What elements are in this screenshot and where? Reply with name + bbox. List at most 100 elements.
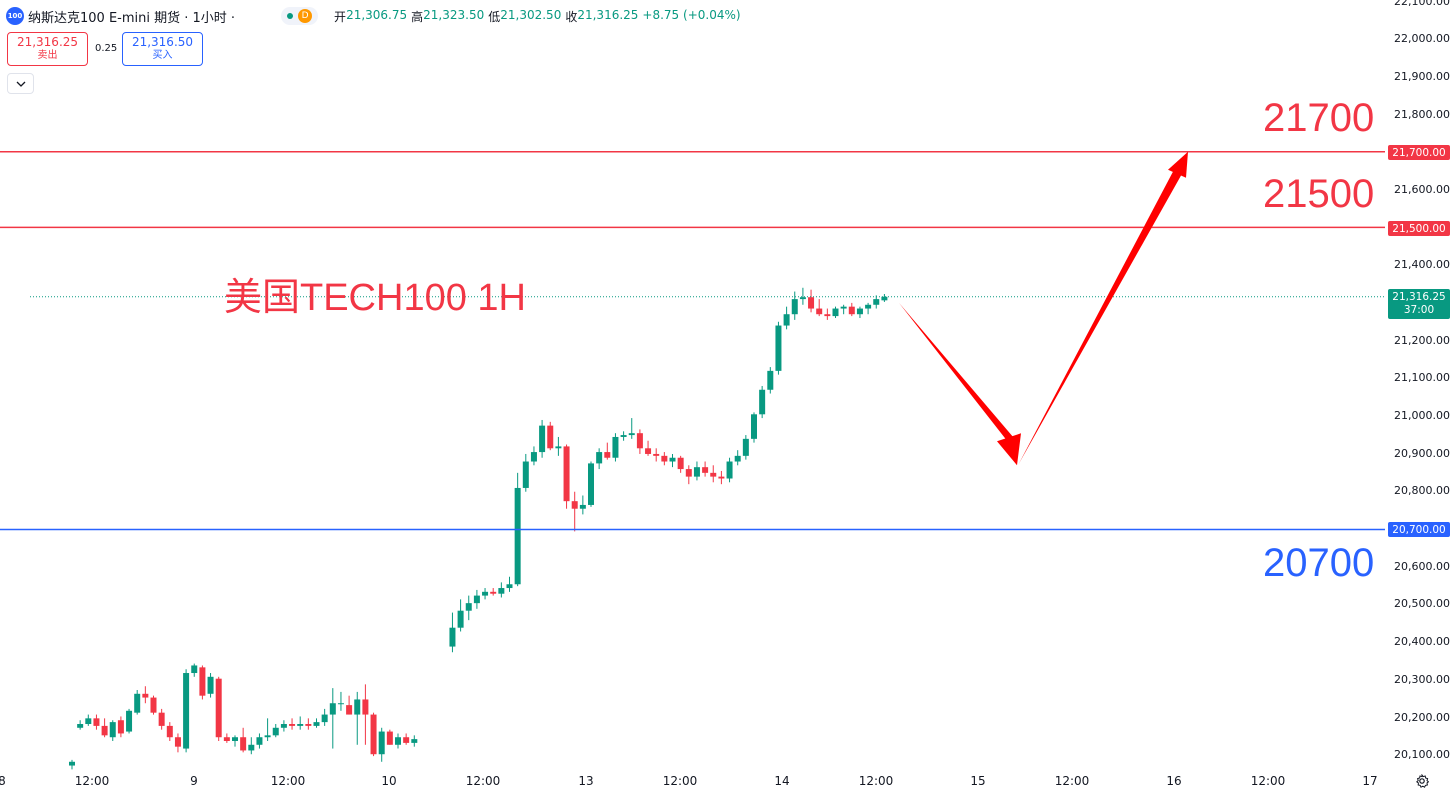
- candle: [873, 295, 880, 309]
- candle-body: [240, 737, 247, 751]
- candle: [840, 304, 847, 315]
- candle: [346, 695, 353, 715]
- candle: [77, 720, 84, 730]
- candle: [865, 302, 872, 315]
- candle-body: [101, 725, 108, 736]
- candle: [280, 720, 287, 732]
- candle-body: [264, 735, 271, 738]
- spread-value: 0.25: [95, 43, 118, 54]
- candle-body: [126, 710, 133, 732]
- candle-body: [85, 718, 92, 725]
- candle-body: [734, 455, 741, 462]
- candle: [109, 720, 116, 742]
- candle-body: [183, 673, 190, 749]
- candle: [612, 433, 619, 462]
- candle: [645, 440, 652, 456]
- time-axis-label: 12:00: [74, 774, 110, 788]
- candle-body: [848, 306, 855, 315]
- candle: [142, 686, 149, 704]
- candle: [490, 588, 497, 596]
- level-label-20700[interactable]: 20700: [1263, 541, 1375, 585]
- price-tag-21500[interactable]: 21,500.00: [1388, 221, 1450, 236]
- time-axis-label: 15: [970, 774, 986, 788]
- candle-body: [571, 501, 578, 509]
- candle-body: [726, 461, 733, 479]
- candle-body: [693, 467, 700, 477]
- symbol-icon[interactable]: 100: [6, 7, 24, 25]
- price-tag-21700[interactable]: 21,700.00: [1388, 145, 1450, 160]
- candle-body: [645, 448, 652, 454]
- candle-body: [256, 737, 263, 745]
- collapse-button[interactable]: [7, 73, 34, 94]
- symbol-title[interactable]: 纳斯达克100 E-mini 期货 · 1小时 ·: [28, 10, 236, 26]
- candle: [126, 708, 133, 734]
- candle: [669, 453, 676, 468]
- price-axis-label: 21,600.00: [1394, 183, 1450, 196]
- time-axis-label: 12:00: [858, 774, 894, 788]
- candle: [620, 431, 627, 441]
- up-arrow-head: [1168, 151, 1188, 178]
- candle: [530, 446, 537, 466]
- candle: [158, 708, 165, 730]
- candle-body: [791, 299, 798, 315]
- candle-body: [354, 699, 361, 715]
- candle-body: [873, 299, 880, 305]
- level-lines: [0, 151, 1385, 531]
- price-axis-label: 21,400.00: [1394, 258, 1450, 271]
- candle: [305, 718, 312, 730]
- candle-body: [661, 455, 668, 462]
- candle: [449, 612, 456, 653]
- gear-icon[interactable]: [1413, 773, 1431, 789]
- candle: [579, 495, 586, 515]
- buy-label: 买入: [152, 50, 173, 61]
- candle: [150, 695, 157, 715]
- candle-body: [677, 457, 684, 470]
- candle: [321, 708, 328, 726]
- chevron-down-icon: [16, 81, 25, 87]
- high-value: 21,323.50: [423, 7, 485, 22]
- buy-price: 21,316.50: [131, 35, 194, 49]
- current-price-tag[interactable]: 21,316.25 37:00: [1388, 289, 1450, 319]
- candle: [207, 673, 214, 698]
- sell-button[interactable]: 21,316.25 卖出: [7, 32, 88, 66]
- open-label: 开: [334, 9, 347, 24]
- market-status[interactable]: D: [281, 7, 319, 25]
- candle: [248, 737, 255, 755]
- candle: [816, 299, 823, 317]
- candle-body: [93, 718, 100, 726]
- candle-body: [386, 731, 393, 745]
- candle: [742, 435, 749, 460]
- candle: [710, 465, 717, 483]
- price-axis-label: 20,100.00: [1394, 748, 1450, 761]
- candle-body: [321, 714, 328, 723]
- candle: [767, 367, 774, 394]
- candle-body: [449, 627, 456, 647]
- open-value: 21,306.75: [346, 7, 408, 22]
- chart-title-annotation[interactable]: 美国TECH100 1H: [224, 277, 526, 319]
- sell-label: 卖出: [37, 50, 58, 61]
- candle-body: [272, 727, 279, 736]
- candle: [457, 599, 464, 632]
- candle: [134, 690, 141, 715]
- candle: [808, 289, 815, 313]
- price-axis-label: 21,900.00: [1394, 70, 1450, 83]
- time-axis-label: 9: [190, 774, 198, 788]
- candle-body: [134, 693, 141, 713]
- time-axis-label: 12:00: [465, 774, 501, 788]
- level-label-21500[interactable]: 21500: [1263, 172, 1375, 216]
- candle-body: [604, 452, 611, 458]
- candle-body: [329, 703, 336, 715]
- level-label-21700[interactable]: 21700: [1263, 96, 1375, 140]
- candle: [783, 306, 790, 330]
- time-axis-label: 13: [578, 774, 594, 788]
- candle-body: [313, 722, 320, 726]
- buy-button[interactable]: 21,316.50 买入: [122, 32, 203, 66]
- candle-body: [506, 584, 513, 589]
- candle: [403, 733, 410, 745]
- candle-body: [166, 725, 173, 738]
- candle: [183, 669, 190, 753]
- candle: [685, 465, 692, 485]
- price-axis-label: 21,200.00: [1394, 334, 1450, 347]
- price-tag-20700[interactable]: 20,700.00: [1388, 522, 1450, 537]
